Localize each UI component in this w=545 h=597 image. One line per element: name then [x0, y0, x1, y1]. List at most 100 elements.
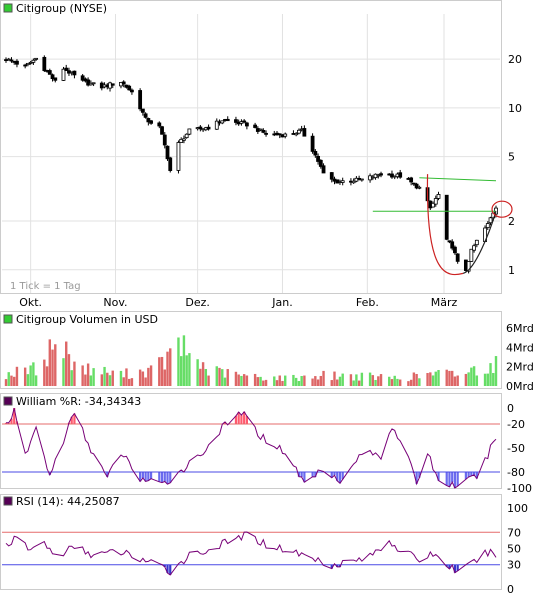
candlestick: [313, 149, 318, 158]
volume-bar: [467, 372, 470, 386]
candlestick: [453, 245, 457, 255]
candlestick: [466, 261, 471, 274]
volume-bar: [492, 373, 495, 386]
volume-bar: [259, 376, 262, 386]
candlestick: [165, 145, 170, 161]
candlestick: [242, 119, 247, 124]
volume-bar: [15, 366, 19, 386]
volume-bar: [275, 380, 279, 386]
candlestick: [294, 132, 299, 137]
volume-bar: [464, 373, 468, 386]
volume-bar: [412, 372, 416, 386]
candlestick: [9, 57, 14, 63]
willr-tick-label: -80: [507, 466, 525, 479]
volume-bar: [163, 369, 166, 386]
candlestick: [138, 88, 143, 112]
volume-bar: [390, 379, 394, 386]
candlestick: [160, 125, 164, 135]
volume-bar: [429, 372, 432, 386]
willr-tick-label: -20: [507, 418, 525, 431]
candlestick: [42, 55, 47, 73]
volume-bar: [407, 381, 410, 386]
volume-bar: [292, 374, 295, 386]
candlestick: [198, 125, 203, 132]
volume-bar: [108, 375, 112, 386]
volume-bar: [398, 379, 402, 386]
candlestick: [127, 84, 132, 91]
volume-bar: [7, 372, 10, 386]
candlestick: [214, 118, 219, 130]
rsi-panel-frame: [0, 494, 502, 590]
volume-bar: [281, 380, 284, 386]
candlestick: [140, 108, 145, 116]
willr-zone-fill: [4, 408, 248, 424]
volume-bar: [426, 373, 429, 386]
candlestick: [146, 117, 151, 126]
candlestick: [225, 116, 230, 122]
price-panel-frame: [0, 0, 502, 294]
volume-bar: [45, 366, 49, 386]
willr-tick-label: -100: [507, 482, 532, 495]
candlestick: [379, 171, 383, 178]
volume-bar: [138, 369, 142, 386]
candlestick: [220, 120, 225, 125]
price-legend-swatch: [3, 3, 13, 13]
volume-bar: [294, 377, 298, 386]
month-tick-label: Jan.: [271, 296, 292, 309]
candlestick: [184, 133, 189, 139]
volume-bar: [418, 378, 421, 386]
candlestick: [15, 59, 19, 68]
volume-bar: [169, 348, 172, 386]
volume-bar: [100, 374, 104, 386]
volume-bar: [201, 362, 205, 386]
volume-bar: [177, 337, 180, 386]
month-tick-label: Dez.: [185, 296, 210, 309]
volume-bar: [215, 366, 218, 386]
volume-bar: [234, 371, 238, 386]
candlestick: [206, 124, 211, 131]
candlestick: [277, 133, 282, 139]
volume-bar: [240, 375, 243, 386]
candlestick: [390, 170, 394, 179]
volume-bar: [319, 375, 323, 386]
volume-bar: [26, 374, 30, 386]
volume-bar: [253, 373, 257, 386]
rsi-tick-label: 70: [507, 526, 521, 539]
willr-panel-frame: [0, 393, 502, 489]
volume-tick-label: 0Mrd: [506, 380, 534, 393]
candlestick: [64, 64, 69, 72]
candlestick: [253, 122, 258, 129]
volume-bar: [396, 378, 399, 386]
volume-bar: [141, 371, 145, 386]
willr-tick-label: 0: [507, 402, 514, 415]
candlestick: [61, 66, 66, 81]
month-tick-label: Okt.: [19, 296, 42, 309]
candlestick: [264, 130, 268, 137]
candlestick: [168, 156, 173, 173]
candlestick: [283, 132, 288, 139]
willr-legend-swatch: [3, 396, 13, 406]
candlestick: [34, 57, 39, 61]
volume-bar: [415, 373, 418, 386]
candlestick: [485, 221, 490, 231]
rsi-tick-label: 30: [507, 559, 521, 572]
volume-bar: [103, 366, 106, 386]
price-tick-label: 10: [508, 102, 522, 115]
volume-bar: [158, 357, 161, 386]
volume-bar: [23, 367, 27, 386]
candlestick: [108, 81, 112, 92]
volume-bar: [84, 374, 87, 386]
volume-bar: [147, 367, 150, 386]
volume-bar: [32, 362, 35, 386]
volume-bar: [188, 353, 191, 386]
volume-bar: [43, 359, 46, 386]
candlestick: [411, 182, 416, 187]
candlestick: [187, 128, 192, 136]
price-tick-label: 2: [508, 215, 515, 228]
candlestick: [469, 248, 474, 262]
candlestick: [91, 82, 96, 87]
candlestick: [318, 159, 323, 169]
candlestick: [417, 185, 422, 190]
volume-bar: [226, 369, 229, 386]
volume-bar: [92, 368, 95, 386]
